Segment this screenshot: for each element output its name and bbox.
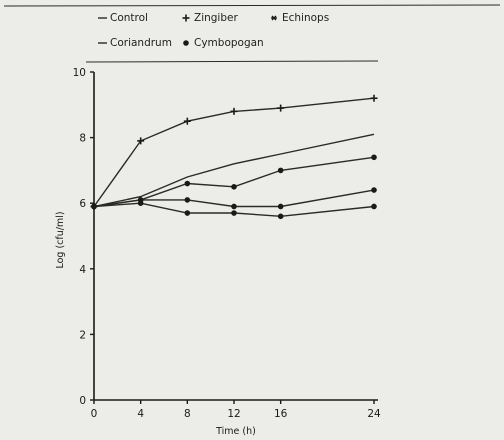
data-point xyxy=(184,197,191,203)
x-ticks: 0 4 8 12 16 24 xyxy=(91,400,381,420)
top-rule xyxy=(3,4,501,7)
y-tick-label: 10 xyxy=(73,67,86,79)
y-axis-label: Log (cfu/ml) xyxy=(55,211,66,268)
legend-label: Cymbopogan xyxy=(194,37,264,49)
legend-marker xyxy=(271,15,277,21)
y-tick-label: 2 xyxy=(79,329,86,341)
series-cymbopogan xyxy=(91,200,377,220)
data-point xyxy=(137,200,144,206)
data-point xyxy=(183,117,191,125)
legend-item: Cymbopogan xyxy=(183,37,264,49)
legend-item: Coriandrum xyxy=(98,37,172,49)
data-point xyxy=(91,203,97,210)
data-point xyxy=(231,210,237,216)
data-point xyxy=(370,94,378,102)
x-tick-label: 24 xyxy=(367,408,381,420)
legend-label: Coriandrum xyxy=(110,37,172,49)
y-tick-label: 0 xyxy=(79,395,86,407)
x-tick-label: 8 xyxy=(184,408,191,420)
data-point xyxy=(231,203,237,210)
y-ticks: 0 2 4 6 8 10 xyxy=(73,67,94,407)
axes xyxy=(93,72,378,401)
x-tick-label: 12 xyxy=(227,408,240,420)
data-point xyxy=(230,107,238,115)
x-axis-label: Time (h) xyxy=(215,426,256,437)
x-tick-label: 4 xyxy=(137,408,144,420)
y-tick-label: 6 xyxy=(79,198,86,210)
series-line xyxy=(93,97,375,207)
y-tick-label: 8 xyxy=(79,133,86,145)
legend-label: Zingiber xyxy=(194,12,238,24)
legend-item: Zingiber xyxy=(182,12,238,24)
legend: Control Zingiber Echinops Coriandrum Cymbopo… xyxy=(98,12,329,49)
y-tick-label: 4 xyxy=(79,264,86,276)
legend-item: Echinops xyxy=(271,12,329,24)
data-point xyxy=(277,104,285,112)
x-tick-label: 16 xyxy=(274,408,288,420)
data-point xyxy=(277,213,284,220)
data-point xyxy=(184,210,191,216)
series-line xyxy=(93,133,375,208)
legend-label: Control xyxy=(110,12,148,24)
plot-area xyxy=(90,94,378,220)
legend-label: Echinops xyxy=(282,12,329,24)
data-point xyxy=(371,187,377,193)
data-point xyxy=(277,167,284,174)
legend-marker xyxy=(183,40,189,46)
data-point xyxy=(231,184,237,190)
series-line xyxy=(93,156,375,208)
series-control xyxy=(90,94,378,210)
legend-item: Control xyxy=(98,12,148,24)
data-point xyxy=(184,180,191,187)
data-point xyxy=(371,203,377,210)
data-point xyxy=(137,137,145,145)
series-line xyxy=(93,202,375,218)
x-tick-label: 0 xyxy=(91,408,98,420)
data-point xyxy=(371,154,377,161)
legend-marker xyxy=(182,14,190,22)
legend-rule xyxy=(85,60,379,63)
data-point xyxy=(277,203,284,210)
series-line xyxy=(93,189,375,208)
series-zingiber xyxy=(93,133,375,208)
